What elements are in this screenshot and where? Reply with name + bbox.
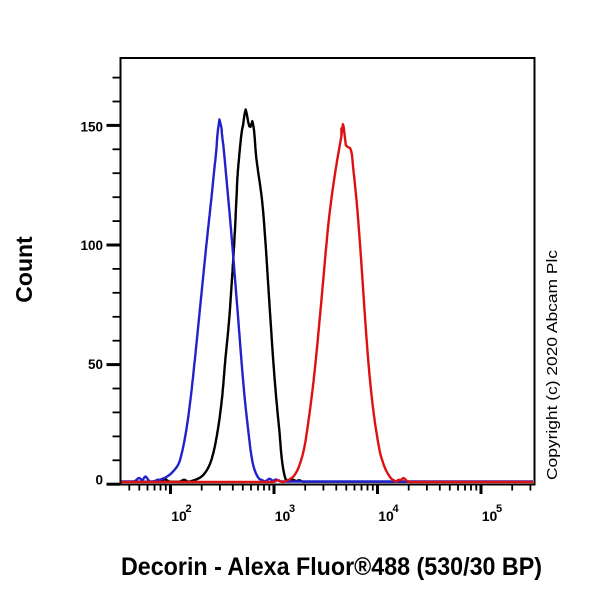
svg-text:5: 5: [496, 503, 502, 515]
svg-text:2: 2: [186, 503, 192, 515]
svg-text:10: 10: [482, 508, 498, 524]
svg-text:10: 10: [275, 508, 291, 524]
svg-text:Copyright (c) 2020 Abcam Plc: Copyright (c) 2020 Abcam Plc: [544, 249, 561, 480]
svg-text:150: 150: [80, 120, 103, 135]
svg-text:Decorin - Alexa Fluor®488 (530: Decorin - Alexa Fluor®488 (530/30 BP): [121, 553, 542, 581]
svg-text:50: 50: [88, 357, 103, 372]
svg-text:3: 3: [289, 503, 295, 515]
svg-text:10: 10: [171, 508, 187, 524]
svg-text:10: 10: [378, 508, 394, 524]
svg-text:0: 0: [95, 472, 103, 487]
svg-text:100: 100: [80, 238, 103, 253]
svg-text:4: 4: [393, 503, 400, 515]
svg-text:Count: Count: [11, 236, 37, 303]
